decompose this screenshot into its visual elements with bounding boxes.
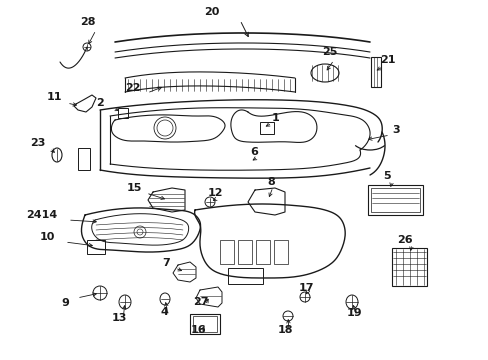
Text: 19: 19: [346, 308, 362, 318]
Bar: [193, 316, 217, 332]
Text: 11: 11: [46, 92, 61, 102]
Bar: [87, 240, 105, 254]
Text: 22: 22: [125, 83, 141, 93]
Text: 4: 4: [160, 307, 167, 317]
Text: 8: 8: [266, 177, 274, 187]
Text: 7: 7: [162, 258, 169, 268]
Bar: [370, 188, 419, 212]
Text: 5: 5: [383, 171, 390, 181]
Bar: [370, 57, 380, 87]
Text: 25: 25: [322, 47, 337, 57]
Text: 3: 3: [391, 125, 399, 135]
Text: 23: 23: [30, 138, 45, 148]
Bar: [273, 240, 287, 264]
Text: 2: 2: [96, 98, 103, 108]
Text: 26: 26: [396, 235, 412, 245]
Text: 20: 20: [204, 7, 219, 17]
Bar: [238, 240, 251, 264]
Bar: [220, 240, 234, 264]
Text: 18: 18: [277, 325, 292, 335]
Text: 21: 21: [380, 55, 395, 65]
Bar: [256, 240, 269, 264]
Text: 16: 16: [190, 325, 205, 335]
Text: 28: 28: [80, 17, 96, 27]
Text: 9: 9: [61, 298, 69, 308]
Bar: [118, 108, 128, 118]
Text: 17: 17: [298, 283, 313, 293]
Bar: [190, 314, 220, 334]
Bar: [391, 248, 426, 286]
Bar: [78, 148, 90, 170]
Bar: [227, 268, 263, 284]
Text: 1: 1: [271, 113, 279, 123]
Bar: [367, 185, 422, 215]
Text: 2414: 2414: [26, 210, 58, 220]
Text: 12: 12: [207, 188, 223, 198]
Text: 13: 13: [111, 313, 126, 323]
Text: 27: 27: [193, 297, 208, 307]
Text: 6: 6: [249, 147, 257, 157]
Text: 15: 15: [126, 183, 142, 193]
Text: 10: 10: [39, 232, 55, 242]
Bar: [260, 122, 273, 134]
